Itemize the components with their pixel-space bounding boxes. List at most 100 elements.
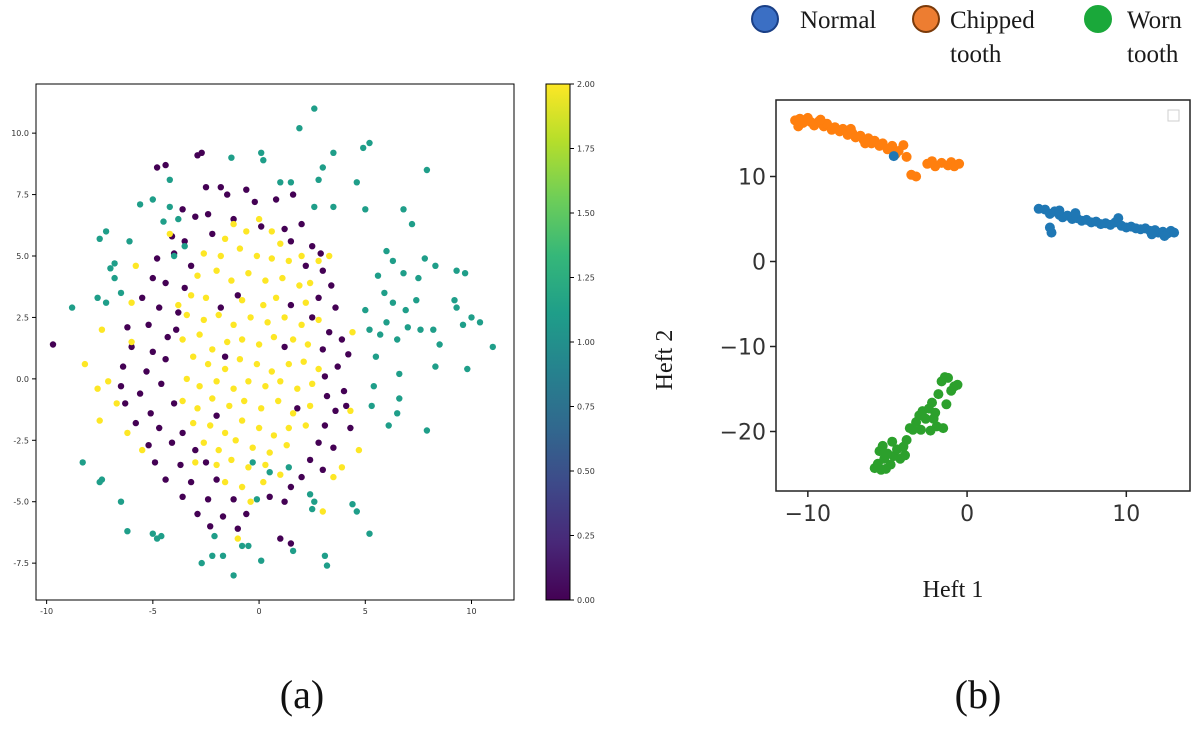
panel-b-point-worn-tooth: [901, 435, 912, 445]
panel-a-y-tick-label: 0.0: [16, 375, 29, 384]
panel-a-point-class0: [298, 473, 305, 481]
panel-a-point-class1: [166, 176, 173, 183]
panel-a-point-class0: [147, 410, 154, 417]
panel-a-point-class2: [196, 331, 203, 338]
panel-a-point-class1: [432, 363, 439, 370]
panel-a-point-class2: [228, 277, 235, 284]
panel-a-point-class1: [287, 179, 295, 186]
panel-a-point-class1: [102, 228, 110, 235]
panel-a-point-class0: [287, 540, 295, 547]
panel-a-point-class2: [283, 442, 290, 449]
panel-a-point-class2: [204, 360, 212, 368]
panel-b-point-worn-tooth: [920, 413, 931, 424]
panel-a-point-class0: [221, 353, 229, 360]
panel-a-point-class1: [459, 321, 467, 328]
panel-a-point-class0: [204, 211, 212, 218]
panel-a-point-class0: [302, 262, 309, 269]
panel-a-point-class1: [385, 422, 392, 429]
panel-a-point-class2: [315, 316, 322, 324]
panel-a-point-class2: [238, 417, 246, 424]
panel-a-point-class2: [194, 405, 201, 412]
panel-a-point-class2: [124, 429, 131, 437]
panel-a-point-class2: [277, 378, 284, 385]
panel-a-point-class1: [153, 535, 161, 542]
panel-a-point-class1: [389, 257, 397, 265]
panel-a-point-class0: [289, 191, 297, 198]
panel-a-point-class2: [238, 297, 246, 304]
panel-a-point-class1: [402, 306, 409, 314]
panel-a-x-tick-label: 10: [466, 607, 476, 616]
panel-a-point-class2: [338, 464, 346, 471]
panel-a-point-class2: [270, 333, 278, 341]
panel-a-point-class2: [355, 446, 363, 454]
panel-a-point-class0: [175, 309, 182, 316]
panel-a-point-class0: [234, 292, 241, 299]
panel-a-point-class1: [430, 326, 437, 333]
panel-a-point-class2: [268, 255, 275, 262]
panel-a-point-class2: [258, 405, 265, 412]
panel-a-point-class2: [245, 378, 252, 385]
panel-a-point-class0: [281, 343, 288, 351]
panel-a-point-class2: [260, 478, 267, 486]
panel-a-point-class0: [332, 407, 339, 414]
panel-a-point-class2: [209, 395, 216, 402]
panel-a-point-class2: [213, 267, 220, 274]
panel-a-point-class1: [149, 530, 156, 537]
panel-a-point-class1: [415, 274, 422, 282]
panel-a-point-class2: [255, 215, 263, 223]
panel-a-point-class0: [217, 304, 224, 311]
panel-a-point-class2: [230, 385, 237, 392]
panel-a-point-class1: [211, 532, 218, 540]
panel-a-x-ticks: -10 -5 0 5 10: [40, 600, 477, 616]
panel-a-point-class0: [187, 262, 195, 269]
panel-b-x-ticks: −10 0 10: [785, 491, 1140, 527]
panel-a-point-class2: [268, 228, 275, 235]
panel-b-point-chipped-tooth: [815, 114, 826, 125]
panel-a-point-class0: [119, 363, 127, 370]
panel-a-point-class2: [306, 402, 314, 410]
legend-label-chipped-line1: Chipped: [950, 7, 1035, 34]
panel-a-point-class0: [343, 402, 350, 410]
panel-a-point-class0: [124, 324, 131, 331]
panel-a-point-class2: [245, 270, 252, 277]
panel-a-point-class0: [192, 446, 199, 454]
panel-a-point-class1: [408, 220, 416, 228]
panel-b-point-worn-tooth: [927, 397, 937, 408]
panel-a-point-class2: [175, 301, 182, 309]
panel-a-point-class1: [277, 179, 284, 186]
panel-a-point-class0: [162, 279, 169, 287]
panel-a-point-class1: [96, 235, 103, 242]
panel-a-point-class0: [204, 496, 212, 503]
panel-a-point-class2: [279, 274, 286, 282]
panel-a-point-class1: [94, 294, 101, 301]
panel-a-point-class2: [228, 456, 235, 464]
panel-a-point-class0: [230, 496, 237, 503]
panel-b-point-chipped-tooth: [911, 171, 922, 182]
panel-b-point-normal: [1146, 229, 1157, 240]
panel-a-point-class2: [262, 383, 269, 390]
panel-a-point-class2: [296, 282, 303, 289]
panel-a-point-class0: [187, 478, 195, 486]
panel-b-point-worn-tooth: [887, 436, 898, 447]
panel-a-point-class2: [304, 341, 312, 348]
panel-b-y-axis-title: Heft 2: [652, 330, 678, 391]
panel-a-point-class2: [215, 311, 222, 319]
panel-a-point-class2: [249, 444, 256, 451]
panel-b-point-worn-tooth: [877, 440, 888, 451]
panel-b-point-chipped-tooth: [901, 151, 912, 162]
panel-a-point-class2: [98, 326, 106, 333]
panel-a-point-class0: [281, 225, 288, 233]
panel-a-caption: (a): [280, 672, 324, 717]
panel-a-point-class2: [232, 437, 239, 444]
panel-a-point-class1: [366, 326, 373, 333]
panel-a-point-class0: [168, 439, 176, 446]
panel-a-point-class1: [79, 459, 86, 466]
panel-a-point-class2: [200, 439, 207, 446]
panel-a-point-class2: [277, 471, 284, 478]
panel-a-point-class0: [149, 348, 156, 355]
panel-a-point-class1: [245, 542, 252, 550]
panel-a-point-class2: [285, 257, 292, 265]
panel-b-point-worn-tooth: [900, 450, 910, 461]
panel-a-point-class2: [190, 419, 197, 427]
legend-label-normal: Normal: [800, 7, 876, 34]
